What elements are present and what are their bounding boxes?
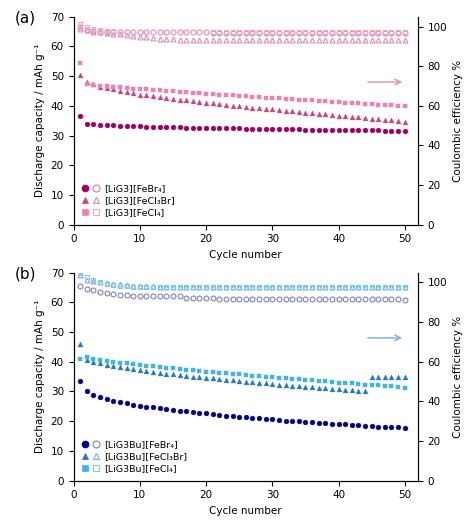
Legend: [LiG3Bu][FeBr₄], [LiG3Bu][FeCl₃Br], [LiG3Bu][FeCl₄]: [LiG3Bu][FeBr₄], [LiG3Bu][FeCl₃Br], [LiG… (78, 437, 190, 476)
Legend: [LiG3][FeBr₄], [LiG3][FeCl₃Br], [LiG3][FeCl₄]: [LiG3][FeBr₄], [LiG3][FeCl₃Br], [LiG3][F… (78, 182, 177, 220)
Y-axis label: Discharge capacity / mAh g⁻¹: Discharge capacity / mAh g⁻¹ (35, 300, 45, 453)
Y-axis label: Coulombic efficiency %: Coulombic efficiency % (453, 316, 463, 437)
Text: (b): (b) (15, 266, 36, 281)
X-axis label: Cycle number: Cycle number (210, 506, 282, 516)
Y-axis label: Coulombic efficiency %: Coulombic efficiency % (453, 60, 463, 182)
X-axis label: Cycle number: Cycle number (210, 250, 282, 260)
Text: (a): (a) (15, 11, 36, 25)
Y-axis label: Discharge capacity / mAh g⁻¹: Discharge capacity / mAh g⁻¹ (35, 44, 45, 198)
